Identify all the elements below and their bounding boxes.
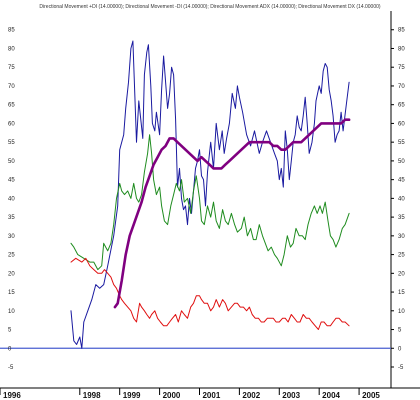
chart-title: Directional Movement +DI (14.00000); Dir… (39, 4, 380, 10)
series-line-3 (70, 257, 350, 330)
x-tick-label: 2004 (322, 391, 340, 400)
y-tick-label-left: -5 (8, 365, 14, 371)
y-tick-label-right: 45 (398, 178, 405, 184)
y-tick-label-right: 65 (398, 103, 405, 109)
y-tick-label-right: 15 (398, 290, 405, 296)
y-tick-label-left: 75 (8, 65, 15, 71)
x-tick-label: 2002 (242, 391, 260, 400)
x-tick-label: 2005 (362, 391, 380, 400)
y-tick-label-left: 45 (8, 178, 15, 184)
y-tick-label-right: 60 (398, 121, 405, 127)
x-tick-label: 2001 (202, 391, 220, 400)
y-tick-label-right: 10 (398, 309, 405, 315)
x-tick-label: 2003 (282, 391, 300, 400)
y-tick-label-left: 60 (8, 121, 15, 127)
y-tick-label-left: 30 (8, 234, 15, 240)
y-tick-label-right: 85 (398, 28, 405, 34)
y-tick-label-right: 40 (398, 196, 405, 202)
y-tick-label-left: 20 (8, 271, 15, 277)
y-tick-label-left: 5 (8, 328, 12, 334)
y-tick-label-right: 5 (398, 328, 402, 334)
x-tick-label: 1998 (83, 391, 101, 400)
y-tick-label-right: 35 (398, 215, 405, 221)
y-tick-label-left: 55 (8, 140, 15, 146)
y-tick-label-right: 75 (398, 65, 405, 71)
y-tick-label-right: 55 (398, 140, 405, 146)
x-tick-label: 2000 (163, 391, 181, 400)
y-tick-label-left: 70 (8, 84, 15, 90)
series-line-4 (113, 118, 351, 309)
y-tick-label-left: 0 (8, 346, 12, 352)
y-tick-label-left: 15 (8, 290, 15, 296)
series-line-1 (70, 40, 350, 349)
x-tick-label: 1996 (3, 391, 21, 400)
y-tick-label-left: 40 (8, 196, 15, 202)
y-tick-label-right: -5 (398, 365, 404, 371)
x-tick-label: 1999 (123, 391, 141, 400)
y-tick-label-right: 0 (398, 346, 402, 352)
y-tick-label-left: 35 (8, 215, 15, 221)
y-tick-label-right: 70 (398, 84, 405, 90)
y-tick-label-left: 50 (8, 159, 15, 165)
series-line-2 (70, 134, 350, 271)
y-tick-label-left: 25 (8, 253, 15, 259)
y-tick-label-right: 80 (398, 46, 405, 52)
y-tick-label-right: 25 (398, 253, 405, 259)
y-tick-label-left: 85 (8, 28, 15, 34)
y-tick-label-right: 50 (398, 159, 405, 165)
y-tick-label-left: 80 (8, 46, 15, 52)
y-tick-label-left: 10 (8, 309, 15, 315)
y-tick-label-left: 65 (8, 103, 15, 109)
y-tick-label-right: 30 (398, 234, 405, 240)
y-tick-label-right: 20 (398, 271, 405, 277)
